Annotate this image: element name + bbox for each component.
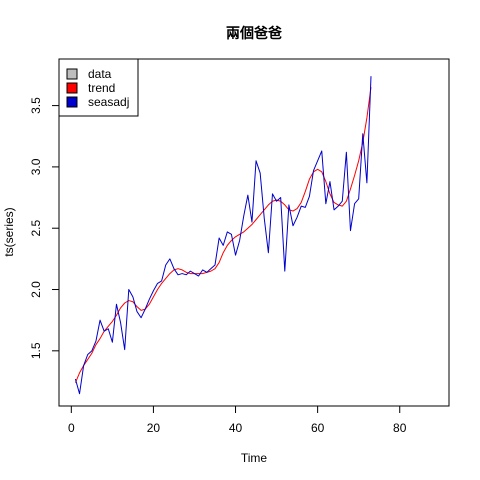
series-line-seasadj <box>74 76 372 395</box>
y-axis-label: ts(series) <box>2 207 16 256</box>
legend-swatch-seasadj <box>66 96 78 108</box>
y-tick-label: 2.0 <box>29 281 43 298</box>
x-tick-label: 80 <box>393 421 407 435</box>
legend-swatch-data <box>66 68 78 80</box>
chart-title: 兩個爸爸 <box>226 25 282 41</box>
legend-label-trend: trend <box>88 81 115 95</box>
x-axis-label: Time <box>241 451 268 465</box>
y-tick-label: 3.0 <box>29 158 43 175</box>
x-tick-label: 60 <box>311 421 325 435</box>
x-tick-label: 20 <box>147 421 161 435</box>
legend-label-seasadj: seasadj <box>88 95 129 109</box>
x-tick-label: 0 <box>68 421 75 435</box>
x-axis: 0 20 40 60 80 <box>68 405 407 435</box>
x-tick-label: 40 <box>229 421 243 435</box>
y-tick-label: 3.5 <box>29 97 43 114</box>
y-tick-label: 1.5 <box>29 342 43 359</box>
y-tick-label: 2.5 <box>29 220 43 237</box>
series-layer <box>74 76 372 395</box>
y-axis: 1.5 2.0 2.5 3.0 3.5 <box>29 97 60 359</box>
series-line-trend <box>74 87 372 383</box>
legend-label-data: data <box>88 67 112 81</box>
legend-swatch-trend <box>66 82 78 94</box>
